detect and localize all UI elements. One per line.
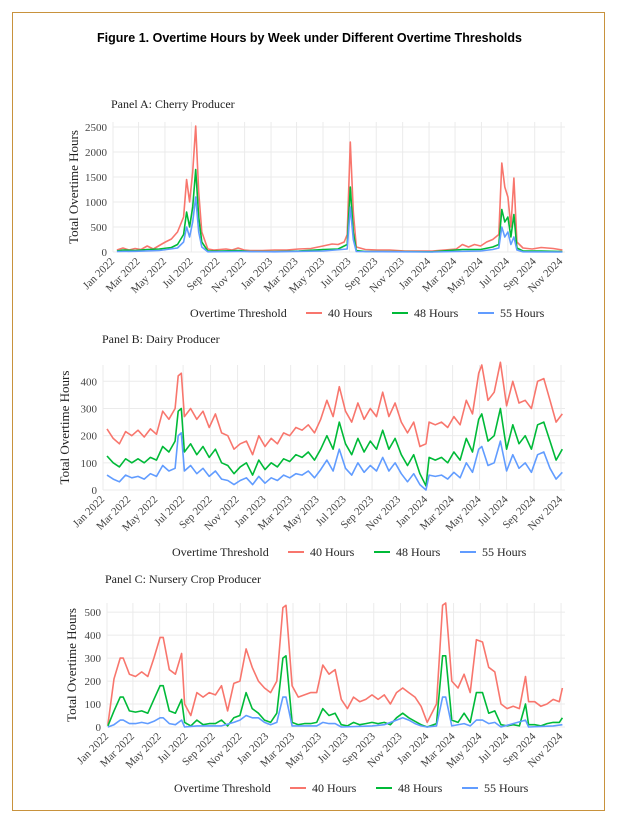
panel-title: Panel A: Cherry Producer xyxy=(111,97,235,111)
legend-label: 55 Hours xyxy=(500,306,545,320)
y-tick-label: 1500 xyxy=(85,172,108,184)
panel-2: Panel B: Dairy Producer0100200300400Jan … xyxy=(57,332,565,559)
legend-label: 40 Hours xyxy=(328,306,373,320)
y-tick-label: 300 xyxy=(81,403,98,415)
series-line-40-hours xyxy=(116,125,563,252)
legend-title: Overtime Threshold xyxy=(172,545,269,559)
series-line-40-hours xyxy=(107,602,564,725)
legend-title: Overtime Threshold xyxy=(190,306,287,320)
y-tick-label: 400 xyxy=(85,630,102,642)
legend-label: 55 Hours xyxy=(484,781,529,795)
y-tick-label: 1000 xyxy=(85,197,108,209)
legend-label: 40 Hours xyxy=(310,545,355,559)
y-tick-label: 100 xyxy=(81,458,98,470)
y-tick-label: 200 xyxy=(85,676,102,688)
series-line-48-hours xyxy=(106,407,563,487)
legend-label: 48 Hours xyxy=(414,306,459,320)
legend: Overtime Threshold 40 Hours 48 Hours 55 Hou… xyxy=(174,781,529,795)
y-tick-label: 100 xyxy=(85,699,102,711)
y-tick-label: 0 xyxy=(102,247,108,259)
y-tick-label: 200 xyxy=(81,431,98,443)
legend-title: Overtime Threshold xyxy=(174,781,271,795)
panel-1: Panel A: Cherry Producer 0 500 1000 1500 2000… xyxy=(66,97,566,320)
series-line-40-hours xyxy=(106,361,563,456)
series-line-48-hours xyxy=(116,168,563,253)
y-tick-label: 2000 xyxy=(85,147,108,159)
y-axis-title: Total Overtime Hours xyxy=(64,608,79,722)
series-line-48-hours xyxy=(107,655,564,728)
legend-label: 55 Hours xyxy=(482,545,527,559)
y-tick-label: 0 xyxy=(92,485,98,497)
series-line-55-hours xyxy=(106,432,563,491)
panel-title: Panel B: Dairy Producer xyxy=(102,332,220,346)
y-tick-label: 400 xyxy=(81,376,98,388)
figure-title: Figure 1. Overtime Hours by Week under D… xyxy=(97,31,522,45)
series-line-55-hours xyxy=(116,196,563,253)
legend-label: 48 Hours xyxy=(396,545,441,559)
y-tick-label: 500 xyxy=(91,222,108,234)
legend-label: 48 Hours xyxy=(398,781,443,795)
panel-title: Panel C: Nursery Crop Producer xyxy=(105,572,261,586)
panel-3: Panel C: Nursery Crop Producer 0 100 200 300… xyxy=(64,572,566,795)
series-line-55-hours xyxy=(107,696,563,728)
y-tick-label: 2500 xyxy=(85,122,108,134)
legend: Overtime Threshold 40 Hours 48 Hours 55 Hou… xyxy=(190,306,545,320)
y-tick-label: 500 xyxy=(85,607,102,619)
y-axis-title: Total Overtime Hours xyxy=(57,371,72,485)
y-axis-title: Total Overtime Hours xyxy=(66,130,81,244)
y-tick-label: 300 xyxy=(85,653,102,665)
y-tick-label: 0 xyxy=(96,722,102,734)
legend-label: 40 Hours xyxy=(312,781,357,795)
legend: Overtime Threshold 40 Hours 48 Hours 55 Hou… xyxy=(172,545,527,559)
